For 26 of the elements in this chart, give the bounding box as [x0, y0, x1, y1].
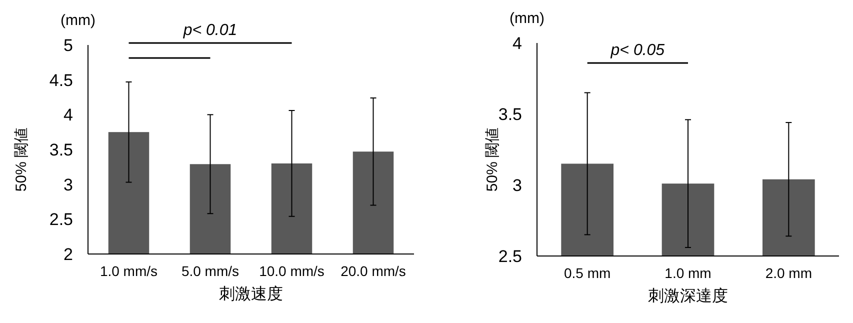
y-axis-title: 50% 閾値 [484, 127, 501, 192]
x-tick-label: 2.0 mm [765, 265, 812, 281]
y-tick-label: 5 [64, 36, 73, 55]
x-tick-label: 1.0 mm/s [100, 263, 158, 279]
y-tick-label: 4 [64, 106, 73, 125]
y-tick-label: 4 [512, 34, 522, 53]
y-tick-label: 3 [512, 176, 522, 195]
text: p< 0.01 [182, 22, 238, 39]
x-tick-label: 20.0 mm/s [340, 263, 406, 279]
y-tick-label: 3.5 [498, 105, 522, 124]
x-tick-label: 5.0 mm/s [181, 263, 240, 279]
text: (mm) [60, 12, 96, 29]
x-tick-label: 0.5 mm [564, 265, 611, 281]
y-tick-label: 2.5 [49, 210, 73, 230]
annotation: p< 0.05 [610, 42, 665, 59]
x-axis-title: 刺激速度 [219, 285, 283, 303]
y-tick-label: 3.5 [49, 140, 73, 160]
x-axis-title: 刺激深達度 [648, 287, 728, 305]
x-tick-label: 1.0 mm [664, 265, 712, 281]
text: (mm) [510, 10, 544, 27]
y-tick-label: 3 [64, 175, 73, 194]
y-tick-label: 2.5 [498, 247, 522, 266]
y-tick-label: 2 [64, 245, 73, 264]
x-tick-label: 10.0 mm/s [259, 263, 324, 279]
y-axis-title: 50% 閾値 [13, 127, 30, 192]
y-tick-label: 4.5 [49, 70, 73, 90]
